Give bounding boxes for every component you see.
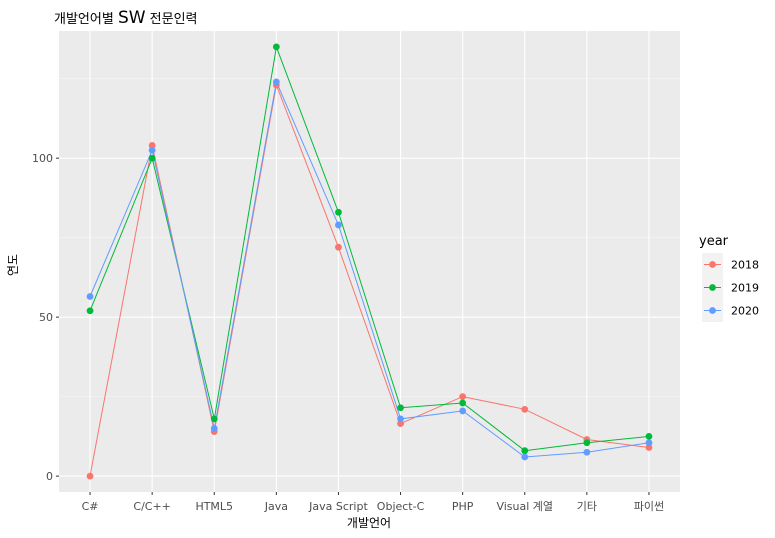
chart-title: 개발언어별 SW 전문인력 [54, 8, 198, 28]
data-point-2019 [397, 404, 404, 412]
x-axis: C# C/C++ HTML5 Java Java Script Object-C PHP Vi… [82, 492, 664, 513]
y-tick-label: 0 [46, 470, 53, 483]
data-point-2020 [583, 448, 591, 456]
data-point-2019 [521, 447, 529, 455]
data-point-2020 [210, 425, 218, 432]
data-point-2019 [583, 439, 591, 447]
data-point-2019 [459, 399, 467, 407]
data-point-2018 [645, 444, 653, 451]
x-tick-label: C# [82, 500, 99, 513]
y-tick-label: 100 [32, 152, 53, 165]
legend-key-point [709, 261, 716, 268]
legend-keys: 2018 2019 2020 [702, 253, 759, 322]
legend: year 2018 2019 2020 [699, 234, 759, 322]
x-tick-label: PHP [452, 500, 474, 513]
series-layer [86, 43, 653, 480]
legend-title: year [699, 234, 729, 249]
y-axis-title: 연도 [6, 254, 20, 276]
data-point-2020 [86, 293, 94, 300]
x-tick-label: HTML5 [195, 500, 233, 513]
data-point-2020 [397, 415, 404, 423]
y-tick-label: 50 [39, 311, 53, 324]
data-point-2019 [272, 43, 280, 51]
x-tick-label: C/C++ [133, 500, 171, 513]
data-point-2018 [148, 142, 156, 149]
data-point-2020 [459, 407, 467, 415]
data-point-2018 [459, 393, 467, 401]
data-point-2018 [521, 405, 529, 413]
data-point-2018 [397, 420, 404, 428]
data-point-2019 [86, 307, 94, 315]
legend-key-point [709, 307, 716, 314]
series-line-2020 [89, 80, 650, 458]
x-tick-label: Java [264, 500, 288, 513]
chart-title-prefix: 개발언어별 [54, 12, 118, 27]
data-point-2020 [335, 221, 342, 229]
data-point-2020 [272, 78, 280, 86]
x-axis-title: 개발언어 [347, 516, 391, 530]
data-point-2018 [86, 472, 94, 480]
y-axis: 0 50 100 [32, 152, 59, 483]
data-point-2018 [335, 243, 342, 251]
x-tick-label: Visual 계열 [496, 500, 553, 513]
grid-layer [59, 31, 680, 492]
plot-panel [59, 31, 680, 492]
chart-title-suffix: 전문인력 [146, 12, 198, 27]
data-point-2019 [210, 415, 218, 423]
data-point-2020 [148, 146, 156, 154]
legend-key-point [709, 284, 716, 291]
x-tick-label: 파이썬 [634, 500, 664, 513]
data-point-2020 [521, 453, 529, 461]
data-point-2019 [645, 432, 653, 440]
x-tick-label: Object-C [377, 500, 425, 513]
legend-label: 2019 [731, 282, 759, 295]
chart-title-emph: SW [118, 8, 146, 28]
legend-label: 2018 [731, 259, 759, 272]
x-tick-label: 기타 [577, 500, 597, 513]
data-point-2020 [645, 439, 653, 447]
x-tick-label: Java Script [308, 500, 368, 513]
legend-label: 2020 [731, 305, 759, 318]
data-point-2019 [335, 208, 342, 216]
data-point-2019 [148, 154, 156, 162]
